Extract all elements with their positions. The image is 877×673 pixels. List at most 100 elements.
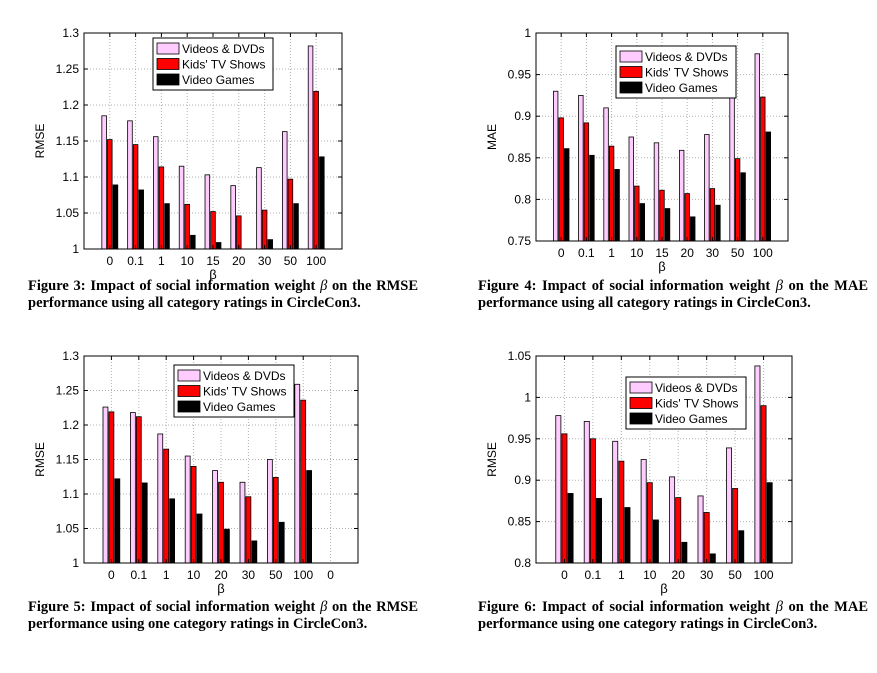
bar-videos-dvds xyxy=(603,107,609,242)
bar-video-games xyxy=(114,478,121,564)
bar-video-games xyxy=(141,482,148,564)
x-tick-label: 30 xyxy=(258,254,272,268)
figure-5-caption-label: Figure 5: xyxy=(28,599,86,615)
x-axis-label: β xyxy=(209,267,216,282)
x-tick-label: 0 xyxy=(561,568,568,582)
bar-kids-tv-shows xyxy=(561,433,568,564)
bar-videos-dvds xyxy=(178,165,185,250)
y-tick-label: 1.05 xyxy=(56,206,80,220)
bar-video-games xyxy=(306,470,312,564)
y-tick-label: 0.85 xyxy=(508,151,532,165)
x-axis-label: β xyxy=(660,581,667,596)
plot-frame xyxy=(535,355,793,564)
y-tick-label: 1.05 xyxy=(508,349,532,363)
bar-video-games xyxy=(596,498,602,564)
legend-swatch xyxy=(156,58,180,70)
bar-videos-dvds xyxy=(729,96,735,242)
bar-videos-dvds xyxy=(726,447,732,564)
y-axis-label: RMSE xyxy=(33,124,47,159)
y-tick-label: 0.75 xyxy=(508,234,532,248)
x-tick-label: 0.1 xyxy=(578,246,595,260)
bar-video-games xyxy=(169,498,175,564)
legend-label: Video Games xyxy=(645,81,718,95)
y-axis-label: RMSE xyxy=(485,442,499,477)
x-tick-label: 1 xyxy=(608,246,615,260)
bars xyxy=(101,45,325,250)
bar-videos-dvds xyxy=(267,459,273,564)
x-axis: 0 0.1 1 10 20 30 50 100 xyxy=(561,356,774,582)
legend-label: Kids' TV Shows xyxy=(203,385,286,399)
figure-3-chart: 1 1.05 1.1 1.15 1.2 1.25 1.3 0 0.1 1 10 15 20 30 50 100… xyxy=(33,26,343,282)
x-tick-label: 50 xyxy=(284,254,298,268)
bar-kids-tv-shows xyxy=(287,178,294,250)
bar-video-games xyxy=(278,521,285,564)
bar-videos-dvds xyxy=(102,406,109,564)
y-tick-label: 1 xyxy=(72,556,79,570)
legend-label: Kids' TV Shows xyxy=(182,58,265,72)
bar-videos-dvds xyxy=(640,459,647,564)
bar-videos-dvds xyxy=(552,90,559,242)
bar-video-games xyxy=(652,519,659,564)
bar-videos-dvds xyxy=(754,53,760,242)
bar-videos-dvds xyxy=(678,149,685,242)
y-tick-label: 1.2 xyxy=(62,98,79,112)
bar-video-games xyxy=(639,203,646,242)
bar-videos-dvds xyxy=(239,481,246,564)
bar-video-games xyxy=(681,541,688,564)
figure-6-caption-pre: Impact of social information weight xyxy=(536,599,776,615)
bar-video-games xyxy=(251,540,258,564)
bar-kids-tv-shows xyxy=(659,189,665,242)
figure-4: 0.75 0.8 0.85 0.9 0.95 1 0 0.1 1 10 15 20 30 50 100 β MA… xyxy=(478,20,877,350)
legend-swatch xyxy=(629,381,653,394)
bars xyxy=(102,383,312,564)
bar-kids-tv-shows xyxy=(107,139,113,250)
y-tick-label: 1.05 xyxy=(56,522,80,536)
bar-kids-tv-shows xyxy=(675,497,682,564)
x-tick-label: 20 xyxy=(672,568,686,582)
bar-video-games xyxy=(112,184,119,250)
x-tick-label: 15 xyxy=(655,246,669,260)
x-tick-label: 1 xyxy=(163,568,170,582)
bar-kids-tv-shows xyxy=(760,96,766,242)
figure-4-caption-label: Figure 4: xyxy=(478,278,537,294)
y-tick-label: 1.1 xyxy=(62,487,79,501)
y-axis-label: MAE xyxy=(485,124,499,150)
bar-kids-tv-shows xyxy=(684,193,690,242)
figure-5-caption-post: on the RMSE performance using one catego… xyxy=(28,599,419,632)
bar-videos-dvds xyxy=(653,142,660,242)
bar-kids-tv-shows xyxy=(634,185,640,242)
x-tick-label: 0 xyxy=(108,568,115,582)
bar-kids-tv-shows xyxy=(583,122,590,242)
bar-video-games xyxy=(766,482,773,564)
x-tick-label: 30 xyxy=(700,568,714,582)
x-tick-label: 20 xyxy=(214,568,228,582)
bar-video-games xyxy=(664,208,671,242)
bar-video-games xyxy=(690,216,696,242)
figure-3-caption-label: Figure 3: xyxy=(28,278,86,294)
bar-video-games xyxy=(215,242,222,250)
y-tick-label: 1.2 xyxy=(62,418,79,432)
figure-3-caption-beta: β xyxy=(320,278,328,294)
bar-video-games xyxy=(589,154,595,242)
bar-kids-tv-shows xyxy=(184,203,190,250)
x-tick-label: 0 xyxy=(327,568,334,582)
y-tick-label: 0.8 xyxy=(514,556,531,570)
bar-videos-dvds xyxy=(704,134,710,242)
legend-label: Videos & DVDs xyxy=(203,369,285,383)
legend-swatch xyxy=(619,50,643,63)
y-tick-label: 0.8 xyxy=(514,192,531,206)
bar-kids-tv-shows xyxy=(272,477,279,564)
bar-kids-tv-shows xyxy=(108,411,115,564)
bar-video-games xyxy=(138,189,144,250)
y-axis-label: RMSE xyxy=(33,442,47,477)
bar-videos-dvds xyxy=(628,136,634,242)
y-axis: 0.75 0.8 0.85 0.9 0.95 1 xyxy=(508,26,788,248)
bar-kids-tv-shows xyxy=(300,399,307,564)
x-tick-label: 30 xyxy=(706,246,720,260)
legend-label: Video Games xyxy=(182,73,255,87)
bar-kids-tv-shows xyxy=(558,117,564,242)
legend-label: Kids' TV Shows xyxy=(655,397,738,411)
bar-videos-dvds xyxy=(583,421,590,564)
